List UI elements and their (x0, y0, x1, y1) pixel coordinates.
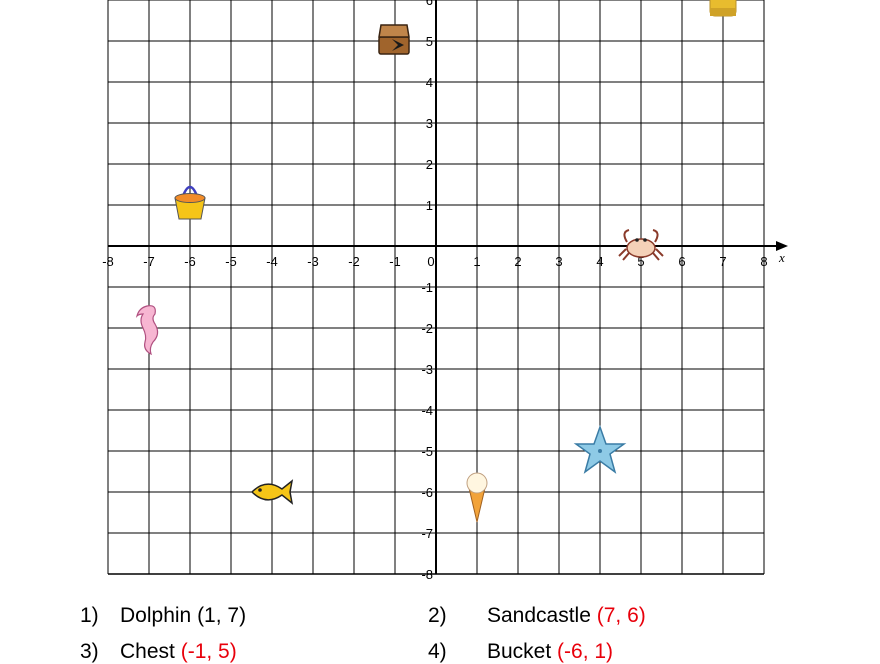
x-tick-label: -4 (266, 254, 278, 269)
ice-cream-icon (466, 472, 488, 523)
x-tick-label: 7 (719, 254, 726, 269)
y-tick-label: 4 (426, 75, 433, 90)
x-tick-label: 5 (637, 254, 644, 269)
y-tick-label: -2 (421, 321, 433, 336)
seahorse-icon (135, 305, 159, 356)
question-answer: (7, 6) (596, 604, 646, 627)
question-answer: (-6, 1) (557, 640, 614, 663)
question-number: 2) (428, 604, 447, 627)
question-label: Sandcastle (487, 604, 591, 627)
sandcastle-icon (709, 0, 737, 17)
y-tick-labels: -8 -7 -6 -5 -4 -3 -2 -1 1 2 3 4 5 6 (421, 0, 433, 582)
question-2: 2) Sandcastle (7, 6) (428, 604, 646, 628)
x-tick-label: 0 (427, 254, 434, 269)
x-tick-label: -3 (307, 254, 319, 269)
question-list: 1) Dolphin (1, 7) 2) Sandcastle (7, 6) 3) C… (0, 598, 880, 663)
x-tick-label: 3 (555, 254, 562, 269)
y-tick-label: -5 (421, 444, 433, 459)
y-tick-label: 1 (426, 198, 433, 213)
y-tick-label: 3 (426, 116, 433, 131)
y-tick-label: -6 (421, 485, 433, 500)
y-tick-label: -7 (421, 526, 433, 541)
question-number: 1) (80, 604, 99, 627)
axes (108, 0, 788, 574)
question-4: 4) Bucket (-6, 1) (428, 640, 613, 664)
question-given: (1, 7) (197, 604, 247, 627)
x-tick-label: -7 (143, 254, 155, 269)
x-tick-label: 1 (473, 254, 480, 269)
chest-icon (378, 24, 410, 55)
y-tick-label: 5 (426, 34, 433, 49)
x-tick-labels: -8 -7 -6 -5 -4 -3 -2 -1 0 1 2 3 4 5 6 7 8 (102, 254, 767, 269)
question-label: Dolphin (120, 604, 192, 627)
question-number: 3) (80, 640, 99, 663)
y-tick-label: -8 (421, 567, 433, 582)
x-tick-label: 4 (596, 254, 603, 269)
x-tick-label: 6 (678, 254, 685, 269)
y-tick-label: 6 (426, 0, 433, 8)
bucket-icon (174, 185, 206, 220)
x-tick-label: -8 (102, 254, 114, 269)
question-answer: (-1, 5) (180, 640, 237, 663)
y-tick-label: -1 (421, 280, 433, 295)
fish-icon (250, 479, 294, 505)
x-tick-label: -5 (225, 254, 237, 269)
x-axis-label: x (778, 250, 785, 265)
plotted-objects (135, 0, 737, 523)
question-number: 4) (428, 640, 447, 663)
question-3: 3) Chest (-1, 5) (80, 640, 237, 664)
y-tick-label: -4 (421, 403, 433, 418)
y-tick-label: -3 (421, 362, 433, 377)
x-tick-label: -1 (389, 254, 401, 269)
x-tick-label: -2 (348, 254, 360, 269)
crab-icon (618, 229, 664, 261)
question-label: Bucket (487, 640, 552, 663)
question-1: 1) Dolphin (1, 7) (80, 604, 246, 628)
x-tick-label: 2 (514, 254, 521, 269)
x-axis-arrow (776, 241, 788, 251)
question-label: Chest (120, 640, 175, 663)
x-tick-label: 8 (760, 254, 767, 269)
x-tick-label: -6 (184, 254, 196, 269)
starfish-icon (573, 424, 627, 474)
y-tick-label: 2 (426, 157, 433, 172)
